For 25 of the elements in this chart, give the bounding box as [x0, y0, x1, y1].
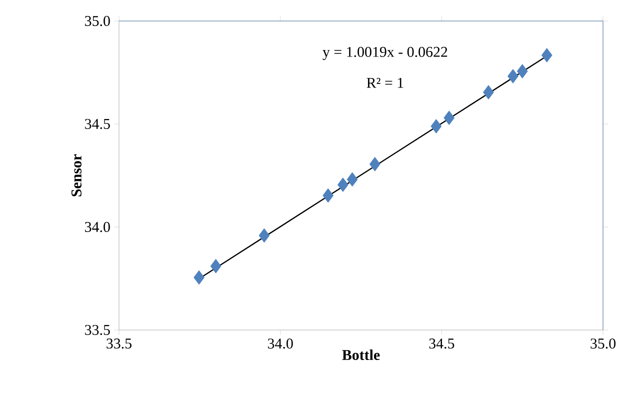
point	[508, 69, 518, 84]
annotation: y = 1.0019x - 0.0622	[322, 46, 448, 60]
y-tick-label: 34.0	[85, 222, 110, 232]
point	[483, 85, 494, 100]
y-tick-label: 33.5	[85, 324, 110, 336]
x-axis-title: Bottle	[342, 350, 380, 360]
point	[194, 270, 204, 285]
point	[346, 172, 358, 187]
point	[541, 48, 552, 62]
point	[369, 156, 380, 172]
y-axis-title: Sensor	[71, 154, 82, 196]
x-tick-label: 35.0	[590, 338, 616, 349]
point	[210, 258, 222, 274]
point	[337, 178, 348, 192]
x-tick-label: 34.5	[429, 338, 454, 349]
point	[444, 110, 455, 126]
point	[322, 188, 334, 203]
point	[516, 64, 528, 78]
y-tick-label: 34.5	[85, 118, 110, 130]
x-tick-label: 34.0	[268, 338, 293, 349]
y-tick-label: 35.0	[85, 16, 110, 26]
point	[430, 119, 442, 134]
x-tick-label: 33.5	[106, 338, 132, 349]
annotation: R² = 1	[366, 78, 404, 88]
point	[258, 228, 270, 243]
